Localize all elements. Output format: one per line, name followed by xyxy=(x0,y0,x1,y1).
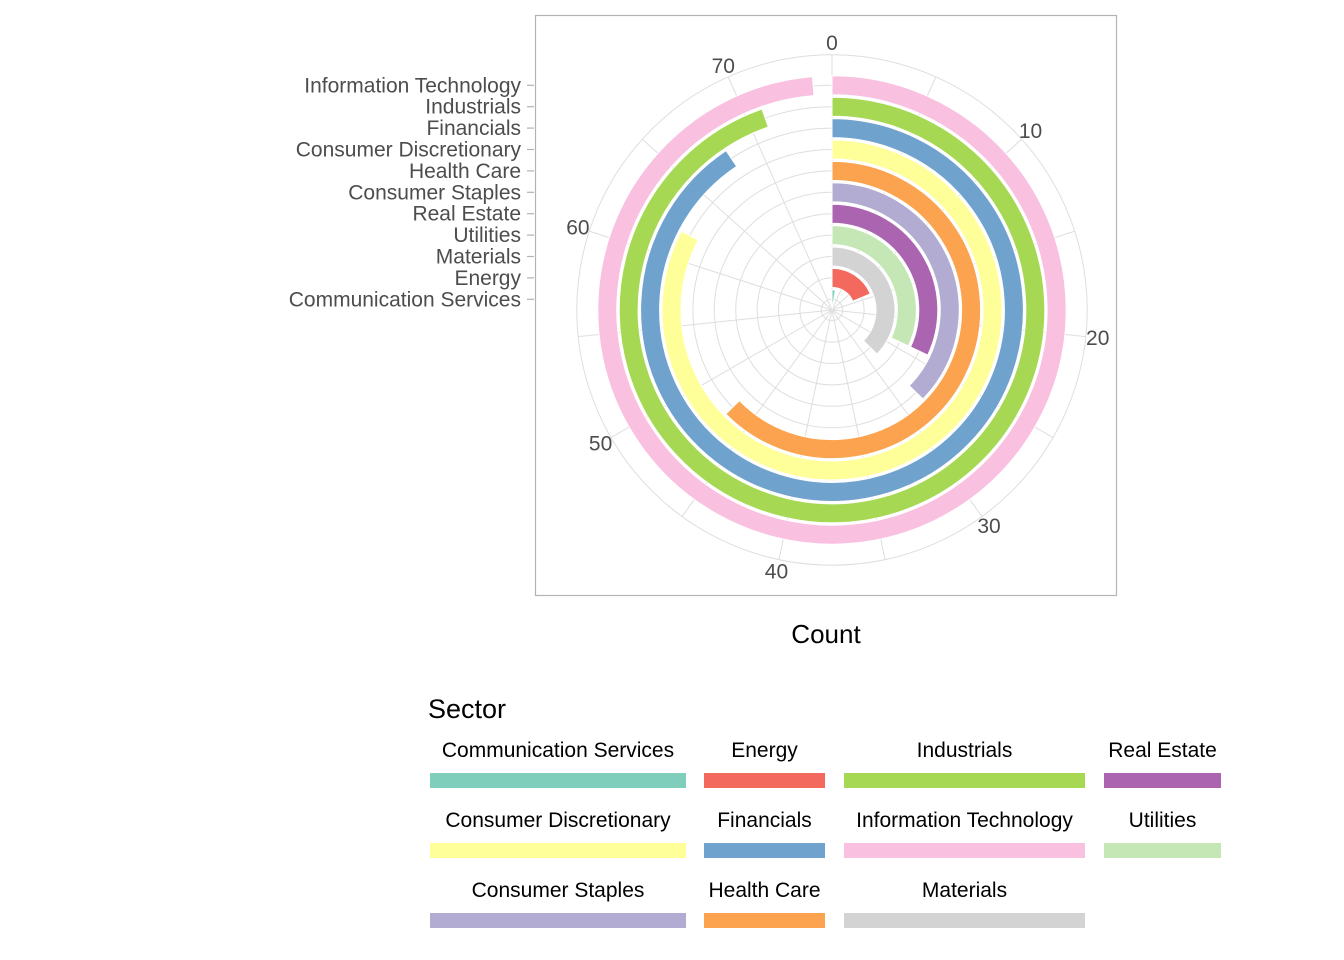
theta-tick-label: 60 xyxy=(566,216,589,239)
legend-swatch-industrials xyxy=(844,773,1085,788)
legend-label: Information Technology xyxy=(856,809,1073,832)
legend-label: Energy xyxy=(731,739,798,762)
legend-swatch-financials xyxy=(704,843,825,858)
bar-communication-services xyxy=(831,289,836,310)
legend-swatch-communication-services xyxy=(430,773,686,788)
legend-label: Communication Services xyxy=(442,739,674,762)
legend-label: Real Estate xyxy=(1108,739,1217,762)
legend-swatch-information-technology xyxy=(844,843,1085,858)
bar-information-technology xyxy=(597,75,1067,545)
legend-swatch-materials xyxy=(844,913,1085,928)
legend-label: Consumer Discretionary xyxy=(445,809,671,832)
bar-industrials xyxy=(618,96,1046,524)
x-axis-title: Count xyxy=(791,619,861,649)
category-label: Real Estate xyxy=(412,203,521,226)
bar-energy xyxy=(831,267,872,302)
category-label: Utilities xyxy=(453,224,521,247)
theta-tick-label: 40 xyxy=(765,560,788,583)
bar-consumer-discretionary xyxy=(661,139,1003,481)
category-label: Health Care xyxy=(409,160,521,183)
legend: Communication Services Consumer Discretio… xyxy=(430,739,1221,928)
legend-label: Industrials xyxy=(917,739,1013,762)
bar-materials xyxy=(831,246,896,355)
theta-tick-labels: 0 10 20 30 40 50 60 70 xyxy=(566,32,1109,584)
theta-tick-label: 30 xyxy=(977,515,1000,538)
panel-border xyxy=(534,14,1118,597)
bar-health-care xyxy=(725,160,982,460)
legend-swatch-utilities xyxy=(1104,843,1221,858)
category-labels: Communication ServicesEnergyMaterialsUti… xyxy=(289,74,534,311)
theta-tick-label: 50 xyxy=(589,433,612,456)
category-label: Energy xyxy=(454,267,521,290)
legend-swatch-health-care xyxy=(704,913,825,928)
legend-swatch-energy xyxy=(704,773,825,788)
bars xyxy=(597,75,1067,545)
legend-swatch-real-estate xyxy=(1104,773,1221,788)
bar-financials xyxy=(640,118,1024,502)
bar-real-estate xyxy=(831,203,939,356)
legend-label: Utilities xyxy=(1129,809,1197,832)
category-label: Consumer Discretionary xyxy=(296,139,522,162)
bar-consumer-staples xyxy=(831,182,960,400)
category-label: Industrials xyxy=(425,96,521,119)
legend-title: Sector xyxy=(428,694,506,724)
theta-tick-label: 20 xyxy=(1086,327,1109,350)
category-label: Materials xyxy=(436,246,521,269)
category-label: Financials xyxy=(426,117,521,140)
category-label: Consumer Staples xyxy=(348,181,521,204)
legend-label: Health Care xyxy=(708,879,820,902)
legend-label: Materials xyxy=(922,879,1007,902)
theta-tick-label: 70 xyxy=(712,55,735,78)
theta-tick-label: 0 xyxy=(826,32,838,55)
legend-swatch-consumer-discretionary xyxy=(430,843,686,858)
bar-utilities xyxy=(831,225,917,347)
legend-label: Financials xyxy=(717,809,812,832)
legend-swatch-consumer-staples xyxy=(430,913,686,928)
legend-label: Consumer Staples xyxy=(472,879,645,902)
category-label: Information Technology xyxy=(304,74,521,97)
theta-tick-label: 10 xyxy=(1019,120,1042,143)
category-label: Communication Services xyxy=(289,288,521,311)
